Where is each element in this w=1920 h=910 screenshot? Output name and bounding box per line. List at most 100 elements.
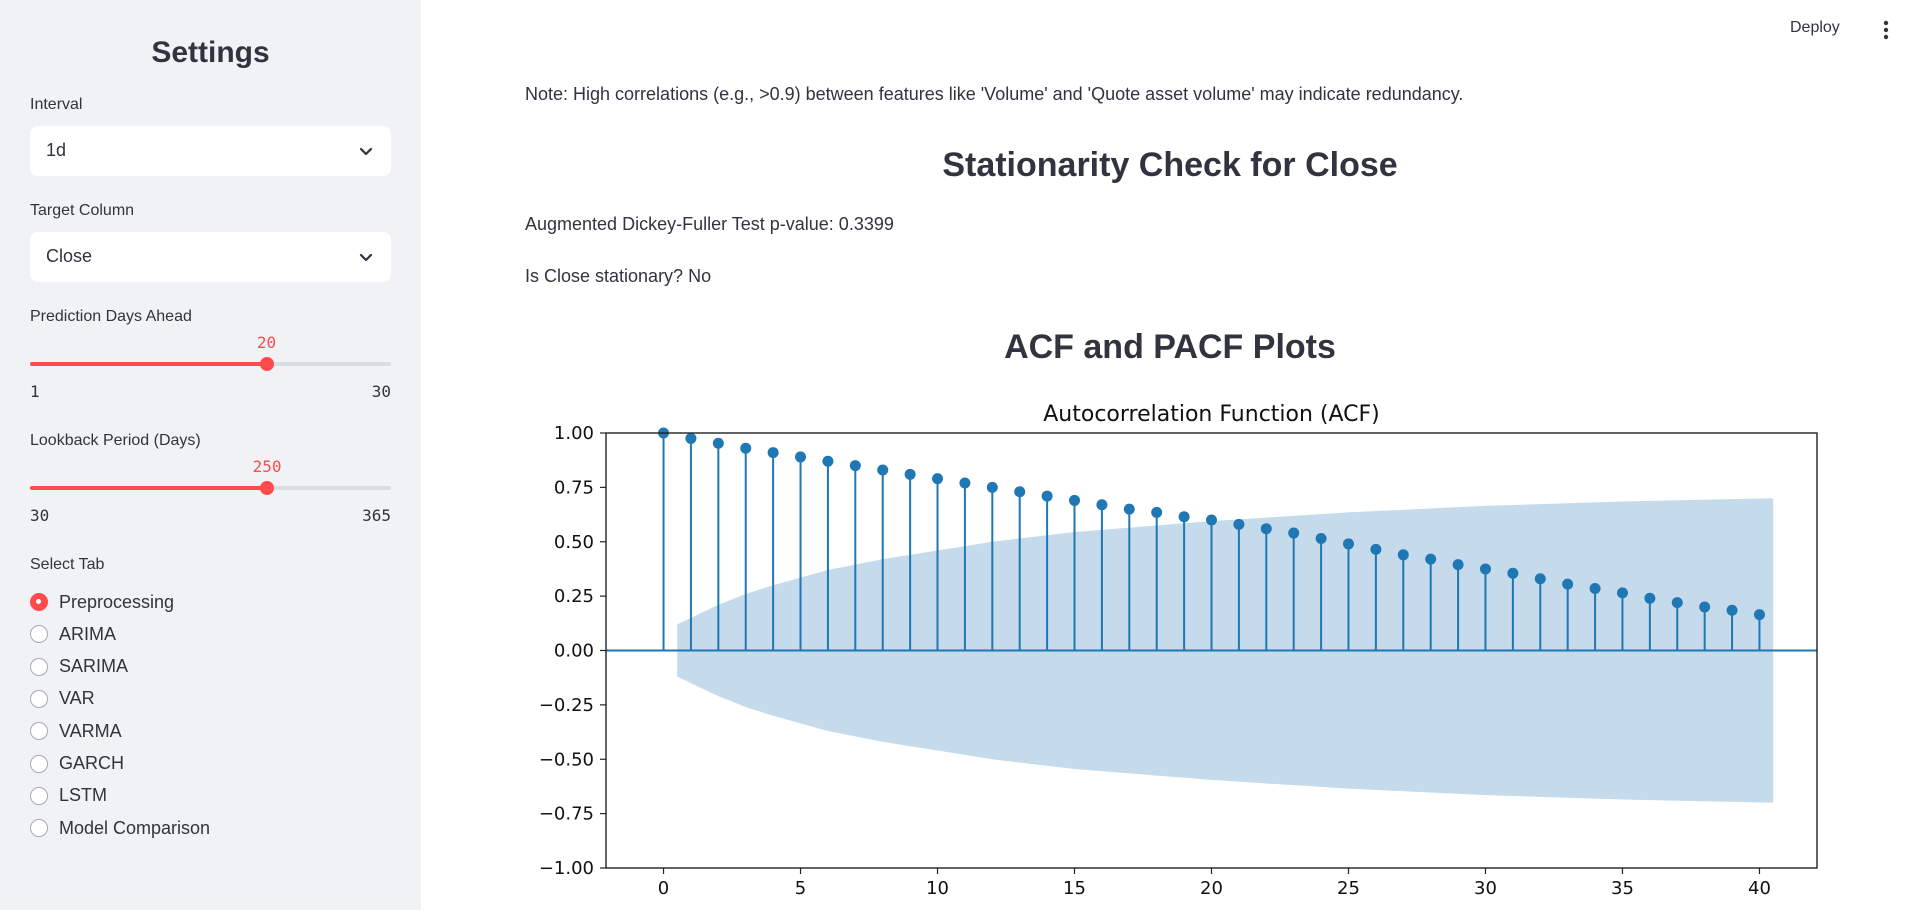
acf-point <box>1753 609 1765 621</box>
acf-point <box>767 447 779 459</box>
slider-thumb[interactable] <box>260 481 275 495</box>
acf-point <box>1397 549 1409 561</box>
prediction-days-max: 30 <box>371 382 391 401</box>
acf-point <box>877 464 889 476</box>
acf-point <box>1096 499 1108 511</box>
x-tick-label: 10 <box>926 878 949 899</box>
target-column-value: Close <box>46 246 93 266</box>
acf-point <box>1315 532 1327 544</box>
acf-point <box>1041 490 1053 502</box>
acf-point <box>959 477 971 489</box>
radio-circle-icon[interactable] <box>30 819 48 838</box>
radio-option-sarima[interactable]: SARIMA <box>30 654 128 680</box>
radio-circle-icon[interactable] <box>30 657 48 676</box>
radio-option-label: GARCH <box>59 753 125 773</box>
lookback-period-max: 365 <box>362 506 391 525</box>
acf-point <box>822 455 834 467</box>
acf-point <box>1616 587 1628 599</box>
radio-circle-icon[interactable] <box>30 754 48 773</box>
y-tick-label: 0.50 <box>554 532 594 553</box>
acf-point <box>904 468 916 480</box>
radio-option-model-comparison[interactable]: Model Comparison <box>30 815 210 841</box>
y-tick-label: 1.00 <box>554 423 594 444</box>
x-tick-label: 35 <box>1611 878 1634 899</box>
acf-point <box>1370 543 1382 555</box>
radio-circle-icon[interactable] <box>30 689 48 708</box>
select-tab-label: Select Tab <box>30 556 105 573</box>
interval-select[interactable]: 1d <box>30 126 391 176</box>
acf-point <box>849 460 861 472</box>
acf-point <box>740 442 752 454</box>
radio-option-label: VARMA <box>59 720 122 741</box>
acf-point <box>1288 527 1300 539</box>
prediction-days-min: 1 <box>30 382 40 401</box>
radio-circle-icon[interactable] <box>30 722 48 741</box>
acf-point <box>1233 518 1245 530</box>
chart-title: Autocorrelation Function (ACF) <box>1043 402 1380 427</box>
x-tick-label: 20 <box>1200 878 1223 899</box>
radio-option-lstm[interactable]: LSTM <box>30 783 107 809</box>
lookback-period-value: 250 <box>252 457 282 476</box>
stationary-result-text: Is Close stationary? No <box>525 266 712 286</box>
lookback-period-min: 30 <box>30 506 50 525</box>
radio-circle-icon[interactable] <box>30 786 48 805</box>
radio-option-var[interactable]: VAR <box>30 686 95 712</box>
lookback-period-slider[interactable] <box>30 478 391 498</box>
sidebar: Settings Interval 1d Target Column Close… <box>0 0 421 910</box>
interval-label: Interval <box>30 96 83 113</box>
acf-point <box>1425 553 1437 565</box>
y-tick-label: −0.25 <box>539 695 594 716</box>
lookback-period-label: Lookback Period (Days) <box>30 432 201 449</box>
radio-option-varma[interactable]: VARMA <box>30 718 122 744</box>
acf-point <box>712 437 724 449</box>
acf-chart: 1.00 0.75 0.50 0.25 0.00 −0.25 −0.50 −0.75 −1.00… <box>539 402 1818 899</box>
radio-option-preprocessing[interactable]: Preprocessing <box>30 589 174 615</box>
radio-option-label: LSTM <box>59 785 108 806</box>
y-tick-label: 0.25 <box>554 586 594 607</box>
x-tick-label: 15 <box>1063 878 1086 899</box>
slider-fill <box>30 362 267 366</box>
radio-circle-icon[interactable] <box>30 625 48 644</box>
x-tick-label: 40 <box>1748 878 1771 899</box>
acf-point <box>1014 486 1026 498</box>
prediction-days-value: 20 <box>256 333 277 352</box>
acf-point <box>1069 494 1081 506</box>
acf-point <box>1671 597 1683 609</box>
acf-point <box>1151 506 1163 518</box>
sidebar-title: Settings <box>151 36 270 69</box>
target-column-select[interactable]: Close <box>30 232 391 282</box>
acf-point <box>1206 514 1217 526</box>
slider-thumb[interactable] <box>259 357 274 371</box>
acf-point <box>1479 563 1491 575</box>
acf-pacf-heading: ACF and PACF Plots <box>1004 328 1336 366</box>
adf-p-value-text: Augmented Dickey-Fuller Test p-value: 0.… <box>525 214 894 234</box>
more-vert-icon[interactable] <box>1876 18 1896 42</box>
acf-point <box>1260 523 1272 535</box>
acf-point <box>1507 567 1519 579</box>
prediction-days-label: Prediction Days Ahead <box>30 308 192 325</box>
acf-point <box>1452 559 1464 571</box>
acf-point <box>795 451 807 463</box>
prediction-days-slider[interactable] <box>30 354 391 374</box>
y-tick-label: 0.00 <box>554 641 594 662</box>
y-tick-label: −1.00 <box>539 858 594 879</box>
acf-point <box>1534 573 1546 585</box>
acf-point <box>1178 511 1190 523</box>
slider-fill <box>30 486 268 490</box>
interval-value: 1d <box>46 140 67 160</box>
target-column-label: Target Column <box>30 202 135 219</box>
radio-circle-icon[interactable] <box>30 593 48 611</box>
x-tick-label: 30 <box>1474 878 1497 899</box>
radio-option-label: Model Comparison <box>59 817 211 838</box>
y-tick-label: 0.75 <box>554 477 594 498</box>
y-tick-label: −0.75 <box>539 804 594 825</box>
acf-point <box>685 432 697 444</box>
deploy-button[interactable]: Deploy <box>1790 19 1840 36</box>
acf-point <box>1699 601 1711 613</box>
chevron-down-icon <box>359 147 373 156</box>
radio-option-garch[interactable]: GARCH <box>30 751 124 777</box>
radio-option-arima[interactable]: ARIMA <box>30 621 116 647</box>
acf-point <box>932 473 944 485</box>
radio-option-label: ARIMA <box>59 623 117 644</box>
acf-point <box>1562 578 1574 590</box>
